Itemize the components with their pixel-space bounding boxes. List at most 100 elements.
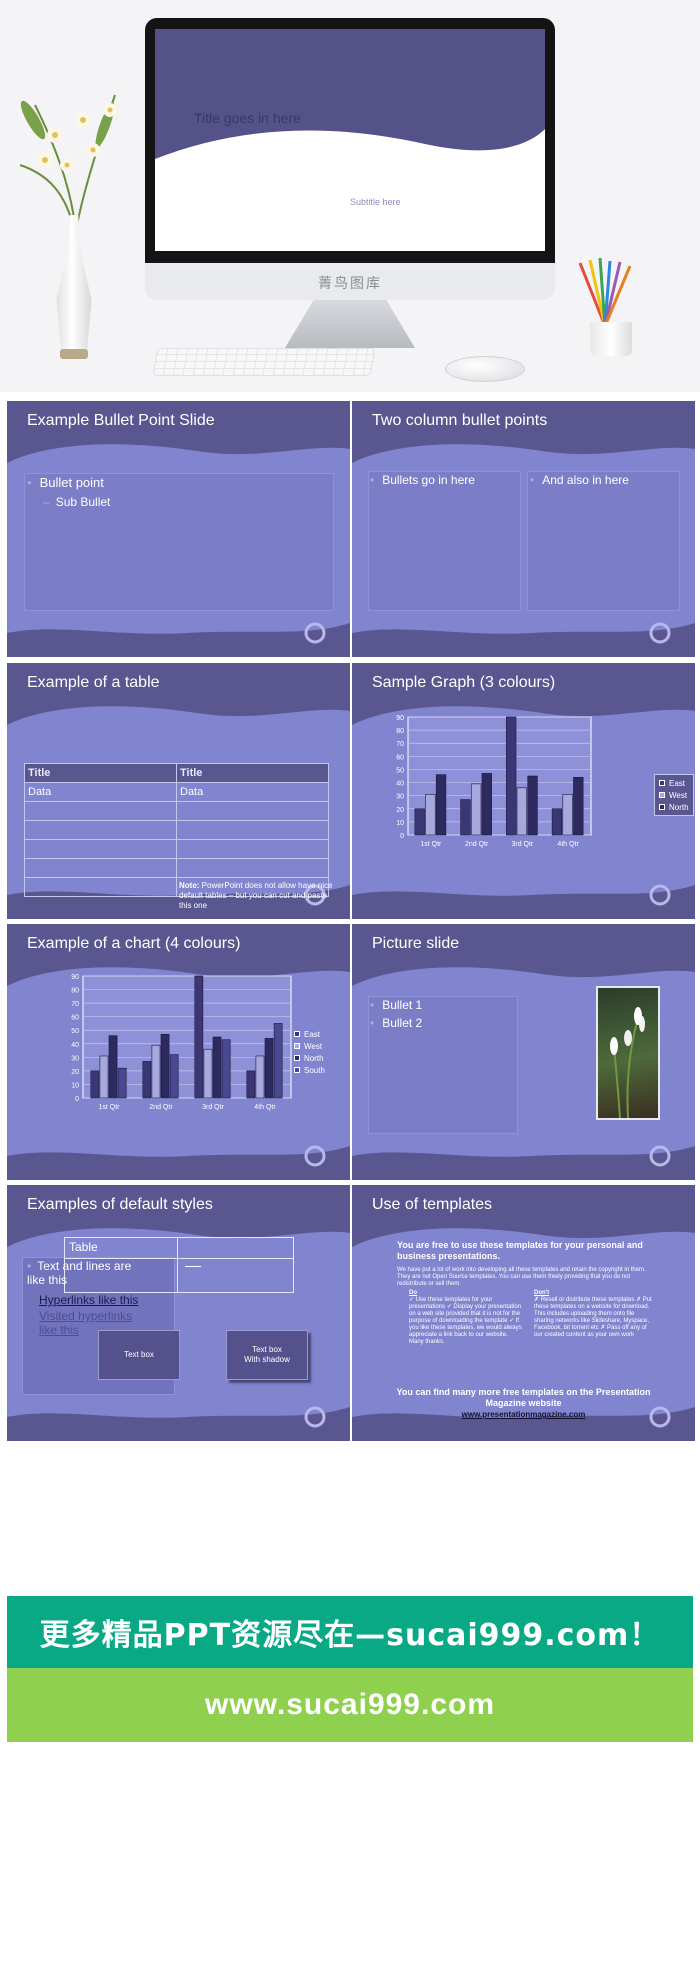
promo-banner-green[interactable]: www.sucai999.com (7, 1668, 693, 1742)
table-line (185, 1266, 201, 1267)
y-tick-label: 10 (396, 820, 404, 827)
note-label: Note: (179, 881, 200, 890)
legend-item: South (294, 1064, 325, 1076)
bullet-item: Bullet point (27, 475, 104, 490)
hyperlink-sample[interactable]: Hyperlinks like this (39, 1293, 139, 1307)
sub-bullet-item: Sub Bullet (43, 495, 111, 509)
bar-east (506, 716, 517, 836)
bar-north (108, 1035, 118, 1099)
bar-east (246, 1070, 256, 1099)
legend-label: East (304, 1029, 321, 1039)
y-tick-label: 40 (396, 781, 404, 788)
bullet-item: Bullet 2 (370, 1016, 422, 1030)
bar-east (194, 975, 204, 1099)
bar-north (212, 1036, 222, 1099)
content-placeholder (24, 473, 334, 611)
table-cell: Data (24, 782, 177, 802)
monitor-screen: Title goes in here Subtitle here (155, 29, 545, 251)
bar-north (264, 1038, 274, 1099)
bar-west (562, 794, 573, 836)
slide-chart-4-colours: Example of a chart (4 colours) 0 10 20 30 40… (7, 924, 350, 1180)
right-column-bullet: And also in here (530, 473, 629, 487)
y-tick-label: 10 (71, 1082, 79, 1089)
slide-graph-3-colours: Sample Graph (3 colours) 0 10 20 30 40 50 60 70… (352, 663, 695, 919)
x-tick-label: 1st Qtr (98, 1104, 120, 1111)
text-lines-sample: Text and lines are like this (27, 1259, 132, 1287)
table-row (24, 839, 329, 859)
snowdrop-photo (596, 986, 660, 1120)
y-tick-label: 0 (75, 1096, 79, 1103)
y-tick-label: 50 (396, 767, 404, 774)
table-cell (176, 801, 329, 821)
legend-swatch (659, 804, 665, 810)
y-tick-label: 50 (71, 1028, 79, 1035)
table-cell (176, 858, 329, 878)
templates-website-link[interactable]: www.presentationmagazine.com (461, 1410, 586, 1419)
slide-title: Example Bullet Point Slide (27, 412, 215, 429)
table-cell (24, 877, 177, 897)
bar-south (117, 1067, 127, 1099)
y-tick-label: 70 (71, 1001, 79, 1008)
y-tick-label: 60 (396, 754, 404, 761)
bar-south (221, 1039, 231, 1099)
table-label: Table (69, 1240, 98, 1254)
table-cell: Data (176, 782, 329, 802)
table-row (24, 801, 329, 821)
bar-east (460, 799, 471, 836)
flower-vase-illustration (19, 94, 117, 226)
bar-west (203, 1048, 213, 1099)
screen-title: Title goes in here (194, 110, 301, 126)
legend-swatch (294, 1055, 300, 1061)
legend-item: East (659, 777, 689, 789)
bar-north (481, 773, 492, 836)
table-divider (177, 1238, 178, 1292)
dont-column-title: Don't (534, 1290, 550, 1296)
table-row (24, 877, 329, 897)
y-tick-label: 0 (400, 833, 404, 840)
vase-base (60, 349, 88, 359)
bar-west (425, 794, 436, 836)
slide-title: Sample Graph (3 colours) (372, 674, 556, 691)
legend-swatch (294, 1043, 300, 1049)
table-cell (176, 877, 329, 897)
table-header-row: Title Title (24, 763, 329, 783)
visited-hyperlink-sample[interactable]: Visited hyperlinks like this (39, 1309, 133, 1337)
slide-picture: Picture slide Bullet 1 Bullet 2 (352, 924, 695, 1180)
x-tick-label: 2nd Qtr (149, 1104, 173, 1111)
bullet-item: • Text and lines are like this (27, 1259, 132, 1287)
text-box-with-shadow: Text box With shadow (226, 1330, 308, 1380)
left-column-bullet: Bullets go in here (370, 473, 475, 487)
promo-banner-teal[interactable]: 更多精品PPT资源尽在—sucai999.com！ (7, 1596, 693, 1668)
slide-use-of-templates: Use of templates You are free to use the… (352, 1185, 695, 1441)
table-cell (24, 820, 177, 840)
y-tick-label: 60 (71, 1015, 79, 1022)
chart-legend: East West North South (294, 1028, 325, 1076)
legend-label: North (669, 802, 689, 812)
legend-swatch (294, 1067, 300, 1073)
y-tick-label: 90 (396, 715, 404, 722)
legend-item: North (294, 1052, 325, 1064)
bar-east (414, 808, 425, 836)
legend-label: East (669, 778, 686, 788)
table-header-cell: Title (176, 763, 329, 783)
slide-two-columns: Two column bullet points Bullets go in h… (352, 401, 695, 657)
y-tick-label: 20 (71, 1069, 79, 1076)
slide-title: Picture slide (372, 935, 460, 952)
table-row (24, 858, 329, 878)
legend-label: North (304, 1053, 324, 1063)
dont-column-text: ✗ Resell or distribute these templates ✗… (534, 1297, 652, 1338)
bar-north (573, 777, 584, 836)
legend-item: North (659, 801, 689, 813)
legend-swatch (659, 792, 665, 798)
bar-east (142, 1061, 152, 1099)
sample-table: Table (64, 1237, 294, 1293)
y-tick-label: 80 (396, 728, 404, 735)
legend-swatch (659, 780, 665, 786)
vase (56, 215, 92, 350)
pencil-cup (590, 322, 632, 356)
bar-east (551, 808, 563, 836)
monitor: Title goes in here Subtitle here 菁鸟图库 (145, 18, 555, 300)
bar-south (169, 1054, 179, 1099)
y-tick-label: 40 (71, 1042, 79, 1049)
keyboard (152, 348, 376, 376)
